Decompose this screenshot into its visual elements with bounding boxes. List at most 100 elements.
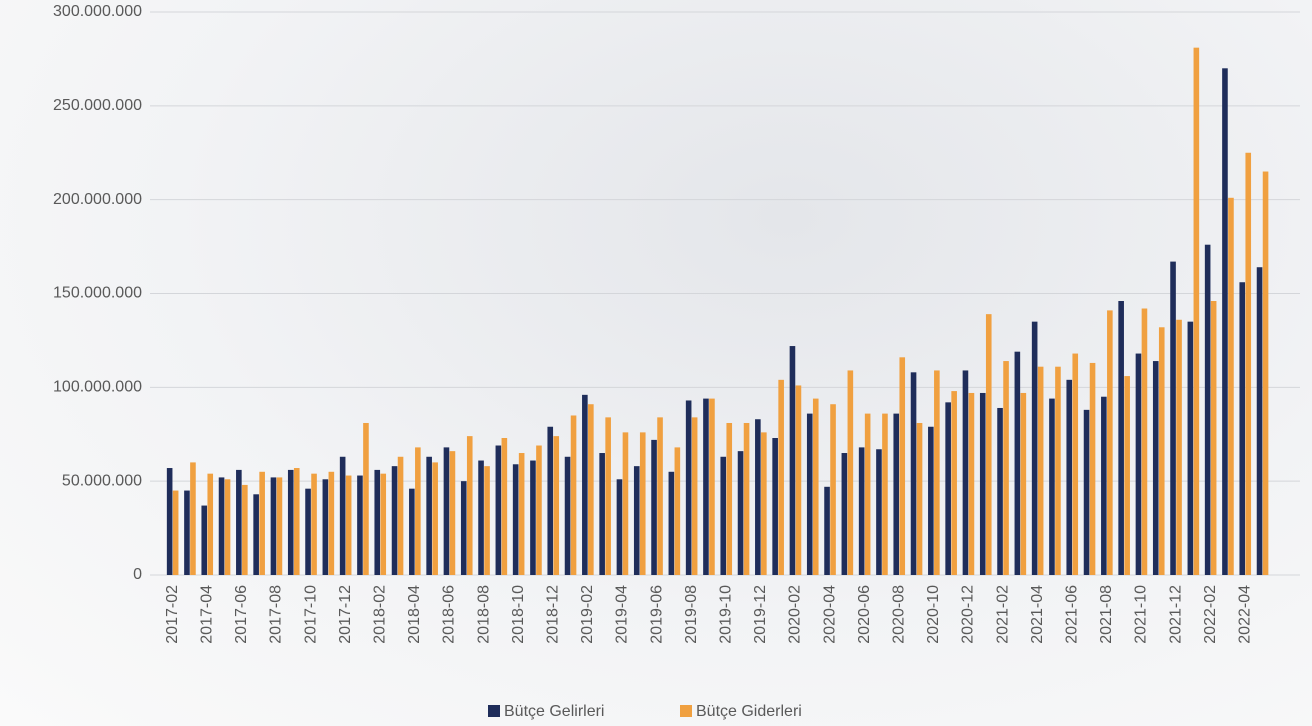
x-tick-label: 2019-04 — [614, 585, 631, 644]
bar — [726, 422, 733, 575]
bar — [1003, 361, 1009, 575]
bar — [588, 404, 594, 575]
bar — [432, 462, 438, 575]
bar — [1262, 171, 1269, 575]
x-tick-label: 2019-08 — [683, 585, 700, 644]
x-tick-label: 2018-12 — [544, 585, 561, 644]
bar — [841, 453, 848, 575]
y-tick-label: 100.000.000 — [53, 379, 142, 396]
bar — [812, 398, 819, 575]
x-tick-label: 2021-12 — [1167, 585, 1184, 644]
bar — [720, 456, 727, 575]
x-tick-label: 2021-02 — [994, 585, 1011, 644]
x-tick-label: 2017-12 — [337, 585, 354, 644]
bar — [166, 468, 173, 575]
x-tick-label: 2021-10 — [1133, 585, 1150, 644]
bar — [934, 370, 940, 575]
bar — [622, 432, 629, 575]
bar — [1176, 319, 1182, 575]
bar — [478, 460, 484, 575]
bar — [1083, 409, 1090, 575]
bar — [668, 471, 675, 575]
bar — [1193, 47, 1200, 575]
bar — [864, 413, 871, 575]
bar — [287, 469, 294, 575]
bar — [184, 490, 190, 575]
bar — [1170, 261, 1176, 575]
bar — [916, 422, 923, 575]
bar — [806, 413, 813, 575]
bar — [415, 447, 421, 575]
bar — [858, 447, 865, 575]
bar — [311, 473, 317, 575]
bar — [951, 391, 957, 575]
bar — [657, 417, 663, 575]
x-tick-label: 2020-06 — [856, 585, 873, 644]
bar — [882, 413, 888, 575]
bar — [460, 481, 467, 575]
bar — [674, 447, 681, 575]
x-tick-label: 2019-02 — [579, 585, 596, 644]
x-tick-label: 2017-06 — [233, 585, 250, 644]
bar — [755, 419, 761, 575]
bar — [1037, 366, 1044, 575]
bar — [737, 451, 744, 575]
bar — [1124, 376, 1130, 575]
bar — [1107, 310, 1113, 575]
y-tick-label: 50.000.000 — [62, 472, 142, 489]
x-tick-label: 2017-08 — [268, 585, 285, 644]
bar — [910, 372, 917, 575]
x-tick-label: 2019-10 — [717, 585, 734, 644]
bar — [224, 479, 231, 575]
bar — [691, 417, 698, 575]
bar — [761, 432, 767, 575]
bar — [1118, 301, 1124, 575]
legend-swatch — [488, 705, 500, 717]
bar — [495, 445, 502, 575]
bar — [633, 466, 640, 575]
bar — [979, 392, 986, 575]
bar — [616, 479, 623, 575]
bar — [876, 449, 882, 575]
bar — [962, 370, 969, 575]
bar — [1239, 282, 1246, 575]
bar — [409, 488, 415, 575]
bar — [830, 404, 836, 575]
bar — [985, 314, 992, 575]
bar — [293, 468, 300, 575]
x-tick-label: 2019-12 — [752, 585, 769, 644]
x-tick-label: 2018-06 — [441, 585, 458, 644]
legend-label: Bütçe Gelirleri — [504, 703, 604, 720]
bar — [778, 379, 784, 575]
y-tick-label: 300.000.000 — [53, 3, 142, 20]
bar — [1210, 301, 1217, 575]
bar — [397, 456, 404, 575]
bar — [1141, 308, 1148, 575]
bar — [1204, 244, 1211, 575]
bar — [570, 415, 577, 575]
x-tick-label: 2020-12 — [960, 585, 977, 644]
legend-swatch — [680, 705, 692, 717]
bar — [201, 505, 208, 575]
bar — [242, 484, 248, 575]
x-tick-label: 2018-02 — [371, 585, 388, 644]
x-tick-label: 2021-04 — [1029, 585, 1046, 644]
x-tick-label: 2017-10 — [302, 585, 319, 644]
x-tick-label: 2021-06 — [1063, 585, 1080, 644]
bar — [236, 469, 242, 575]
bar — [582, 394, 588, 575]
bar — [339, 456, 346, 575]
bar — [501, 438, 508, 575]
bar — [190, 462, 196, 575]
y-tick-label: 200.000.000 — [53, 191, 142, 208]
bar — [847, 370, 854, 575]
bar — [276, 477, 283, 575]
bar — [824, 486, 830, 575]
bar — [363, 422, 369, 575]
x-tick-label: 2019-06 — [648, 585, 665, 644]
bar — [1101, 396, 1107, 575]
bar — [443, 447, 450, 575]
bar — [357, 475, 363, 575]
bar — [449, 451, 456, 575]
bar — [1256, 267, 1263, 575]
